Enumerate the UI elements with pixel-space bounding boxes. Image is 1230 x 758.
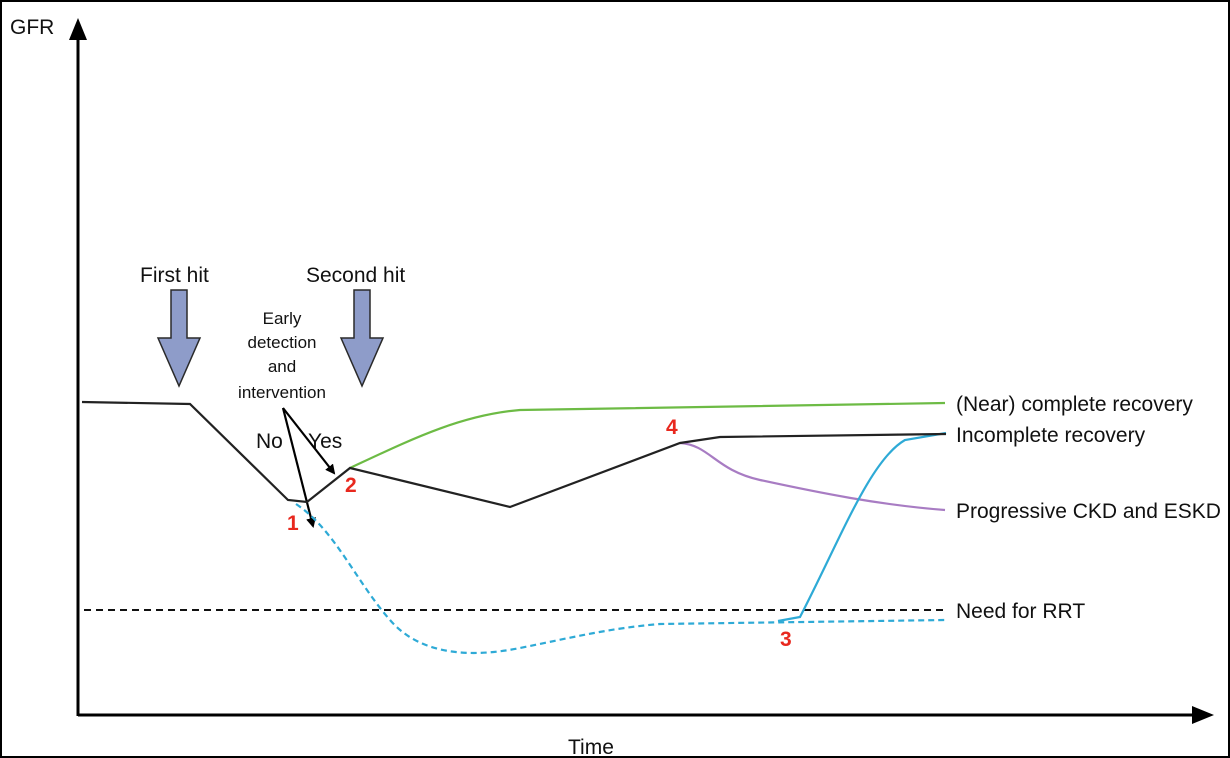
first-hit-arrow-icon xyxy=(156,289,202,388)
outcome-complete-label: (Near) complete recovery xyxy=(956,393,1193,416)
no-arrow xyxy=(281,407,316,528)
first-hit-label: First hit xyxy=(140,264,209,287)
marker-3: 3 xyxy=(780,628,792,651)
progressive-ckd-curve xyxy=(679,441,946,512)
complete-recovery-curve xyxy=(349,401,946,469)
outcome-rrt-label: Need for RRT xyxy=(956,600,1085,623)
decision-line-4: intervention xyxy=(238,383,326,402)
decision-yes-label: Yes xyxy=(308,430,342,453)
x-axis-label: Time xyxy=(568,736,614,758)
rrt-recovery-curve xyxy=(777,431,947,623)
decision-line-1: Early xyxy=(263,309,302,328)
marker-4: 4 xyxy=(666,416,678,439)
no-intervention-dashed-curve xyxy=(295,503,947,655)
second-hit-label: Second hit xyxy=(306,264,405,287)
marker-2: 2 xyxy=(345,474,357,497)
outcome-progressive-label: Progressive CKD and ESKD xyxy=(956,500,1221,523)
outcome-incomplete-label: Incomplete recovery xyxy=(956,424,1146,447)
decision-no-label: No xyxy=(256,430,283,453)
x-axis-arrowhead xyxy=(1192,706,1214,724)
second-hit-arrow-icon xyxy=(339,289,385,388)
decision-line-2: detection xyxy=(248,333,317,352)
y-axis-label: GFR xyxy=(10,16,54,39)
gfr-main-curve xyxy=(81,400,947,509)
y-axis-arrowhead xyxy=(69,18,87,40)
decision-line-3: and xyxy=(268,357,296,376)
yes-arrow xyxy=(282,407,336,475)
marker-1: 1 xyxy=(287,512,299,535)
